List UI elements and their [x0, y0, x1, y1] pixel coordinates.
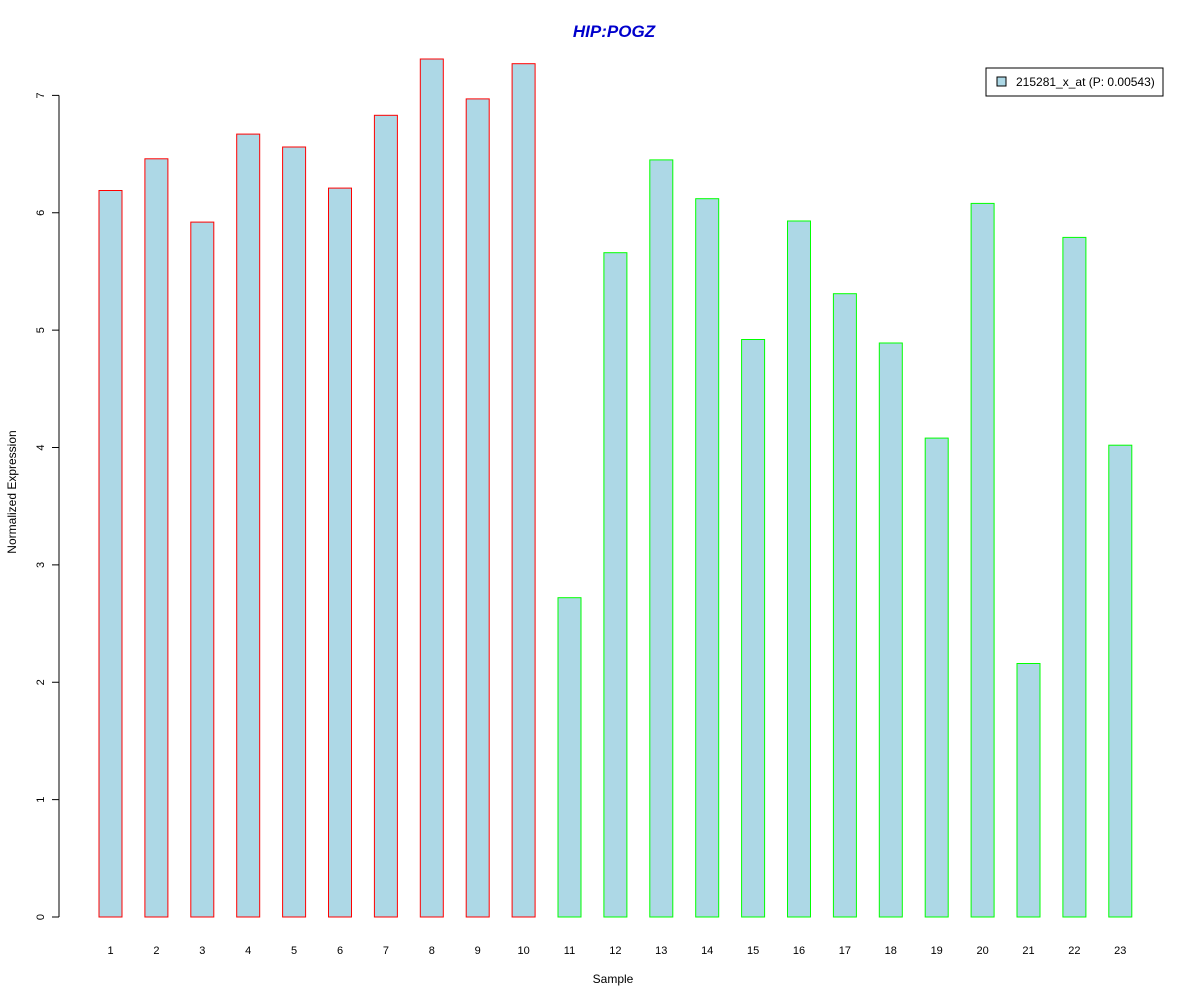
x-tick-label: 16	[793, 945, 805, 957]
x-tick-label: 3	[199, 945, 205, 957]
x-tick-label: 21	[1022, 945, 1034, 957]
y-axis: 0 1 2 3 4 5 6 7	[35, 92, 60, 920]
bar-sample-9	[465, 98, 490, 918]
bar-sample-10	[511, 63, 536, 918]
y-tick-label: 1	[35, 797, 47, 803]
x-tick-label: 5	[291, 945, 297, 957]
bar-sample-22	[1062, 236, 1087, 918]
legend-swatch	[996, 76, 1007, 87]
y-tick-label: 5	[35, 327, 47, 333]
bars	[98, 58, 1133, 918]
bar-sample-5	[282, 146, 307, 918]
bar-sample-1	[98, 190, 123, 918]
bar-sample-15	[741, 339, 766, 918]
bar-sample-19	[924, 437, 949, 918]
bar-sample-7	[373, 114, 398, 918]
y-tick-label: 7	[35, 92, 47, 98]
bar-sample-20	[970, 202, 995, 918]
x-tick-label: 20	[976, 945, 988, 957]
x-tick-labels: 1 2 3 4 5 6 7 8 9 10 11 12 13 14 15 16 17 18 19 20 21 22 23	[107, 945, 1126, 957]
x-tick-label: 13	[655, 945, 667, 957]
y-tick-label: 6	[35, 210, 47, 216]
y-tick-label: 2	[35, 679, 47, 685]
x-tick-label: 23	[1114, 945, 1126, 957]
x-tick-label: 1	[107, 945, 113, 957]
x-tick-label: 9	[475, 945, 481, 957]
bar-sample-17	[832, 293, 857, 918]
x-tick-label: 2	[153, 945, 159, 957]
x-tick-label: 17	[839, 945, 851, 957]
y-tick-label: 0	[35, 914, 47, 920]
bar-sample-21	[1016, 663, 1041, 918]
x-tick-label: 7	[383, 945, 389, 957]
bar-sample-16	[787, 220, 811, 918]
legend: 215281_x_at (P: 0.00543)	[985, 67, 1164, 97]
bar-sample-13	[649, 159, 674, 918]
bar-sample-3	[190, 221, 215, 918]
legend-box	[985, 67, 1164, 97]
y-tick-label: 3	[35, 562, 47, 568]
bar-sample-6	[328, 187, 352, 918]
x-tick-label: 19	[931, 945, 943, 957]
x-tick-label: 12	[609, 945, 621, 957]
bar-sample-14	[695, 198, 720, 918]
bar-sample-12	[603, 252, 628, 918]
x-tick-label: 11	[564, 945, 575, 957]
chart-title: HIP:POGZ	[573, 22, 656, 41]
bar-sample-4	[236, 133, 261, 918]
bar-sample-2	[144, 158, 169, 918]
bar-sample-23	[1108, 444, 1133, 918]
x-tick-label: 22	[1068, 945, 1080, 957]
bar-sample-18	[878, 342, 903, 918]
x-tick-label: 18	[885, 945, 897, 957]
x-tick-label: 15	[747, 945, 759, 957]
y-tick-label: 4	[35, 444, 47, 450]
x-tick-label: 4	[245, 945, 251, 957]
x-tick-label: 6	[337, 945, 343, 957]
x-tick-label: 10	[517, 945, 529, 957]
bar-sample-11	[557, 597, 582, 918]
bar-sample-8	[419, 58, 444, 918]
y-axis-label: Normalized Expression	[5, 430, 19, 553]
x-axis-label: Sample	[593, 972, 634, 986]
x-tick-label: 8	[429, 945, 435, 957]
x-tick-label: 14	[701, 945, 713, 957]
legend-entry-label: 215281_x_at (P: 0.00543)	[1016, 75, 1155, 89]
